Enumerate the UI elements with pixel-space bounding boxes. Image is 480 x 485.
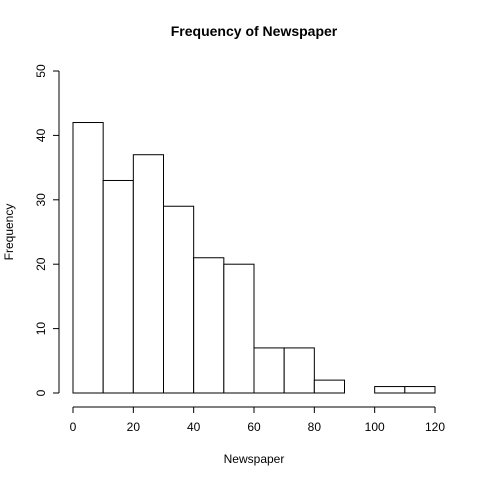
histogram-bar <box>102 179 134 394</box>
y-tick-label: 10 <box>34 322 48 336</box>
x-axis: 0 20 40 60 80 100 120 <box>70 406 445 434</box>
y-tick-label: 40 <box>34 128 48 142</box>
histogram-bar <box>404 386 436 394</box>
y-tick-label: 20 <box>34 257 48 271</box>
bars-group <box>72 122 436 394</box>
histogram-bar <box>163 205 195 394</box>
y-tick-label: 50 <box>34 64 48 78</box>
x-tick-label: 40 <box>187 420 201 434</box>
histogram-bar <box>253 347 285 394</box>
x-tick-label: 60 <box>247 420 261 434</box>
histogram-bar <box>193 257 225 394</box>
x-tick-label: 0 <box>70 420 77 434</box>
histogram-bar <box>72 122 104 394</box>
x-tick-label: 100 <box>365 420 385 434</box>
y-axis: 0 10 20 30 40 50 <box>34 64 60 396</box>
y-tick-label: 0 <box>34 389 48 396</box>
histogram-bar <box>223 263 255 394</box>
y-axis-label: Frequency <box>2 204 16 261</box>
histogram-bar <box>132 154 164 394</box>
x-tick-label: 120 <box>425 420 445 434</box>
histogram-bar <box>283 347 315 394</box>
x-tick-label: 20 <box>127 420 141 434</box>
chart-title: Frequency of Newspaper <box>171 23 338 39</box>
histogram-bar <box>374 386 406 394</box>
x-axis-label: Newspaper <box>224 452 285 466</box>
histogram-bar <box>313 379 346 394</box>
x-tick-label: 80 <box>308 420 322 434</box>
y-tick-label: 30 <box>34 193 48 207</box>
